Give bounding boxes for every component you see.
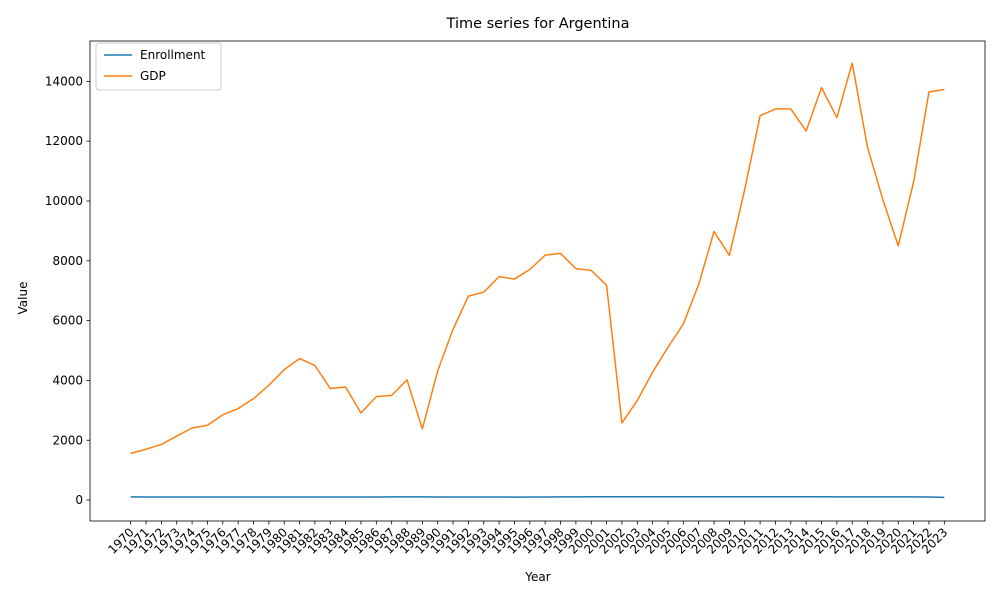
legend-label-gdp: GDP: [140, 69, 166, 83]
legend-label-enrollment: Enrollment: [140, 48, 206, 62]
axes-frame: [89, 40, 986, 522]
series-line-gdp: [130, 62, 945, 455]
series-line-enrollment: [130, 495, 945, 499]
legend: Enrollment GDP: [95, 42, 222, 91]
y-tick-label: 12000: [45, 134, 83, 148]
plot-area: 0200040006000800010000120001400019701971…: [45, 40, 986, 557]
y-axis-label: Value: [16, 282, 30, 315]
y-tick-label: 6000: [52, 314, 83, 328]
y-tick-label: 14000: [45, 74, 83, 88]
y-tick-label: 8000: [52, 254, 83, 268]
chart-title: Time series for Argentina: [446, 16, 630, 32]
y-tick-label: 0: [75, 493, 83, 507]
x-axis-label: Year: [524, 570, 550, 584]
y-tick-label: 10000: [45, 194, 83, 208]
y-tick-label: 2000: [52, 433, 83, 447]
y-tick-label: 4000: [52, 373, 83, 387]
